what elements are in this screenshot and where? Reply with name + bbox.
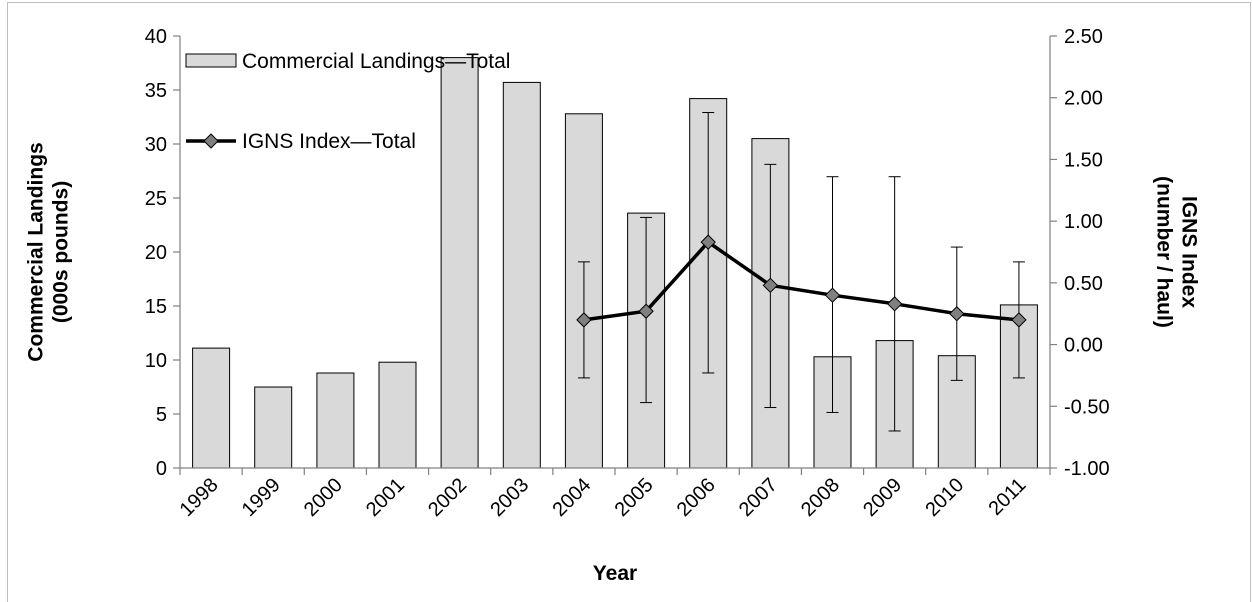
igns-marker-2009 (886, 296, 903, 312)
legend-label-landings: Commercial Landings—Total (242, 50, 510, 73)
line-layer (576, 112, 1027, 432)
igns-index-line (583, 240, 1020, 322)
axis-titles: Commercial Landings(000s pounds) IGNS Ind… (25, 142, 1201, 585)
left-tick-label-0: 0 (156, 458, 167, 480)
left-tick-label-25: 25 (145, 188, 167, 210)
left-axis-title: Commercial Landings(000s pounds) (25, 142, 73, 361)
x-tick-label-1999: 1999 (238, 474, 285, 521)
right-tick-label--1.00: -1.00 (1064, 458, 1110, 480)
bar-2002 (440, 57, 479, 469)
igns-marker-2007 (762, 277, 779, 294)
right-tick-label--0.50: -0.50 (1064, 396, 1110, 418)
left-axis-title-line-1: (000s pounds) (50, 181, 73, 323)
right-tick-label-2.00: 2.00 (1064, 88, 1103, 110)
bar-2000 (316, 372, 355, 469)
x-tick-label-2010: 2010 (921, 474, 968, 521)
igns-marker-2005 (638, 303, 654, 319)
bar-2003 (502, 81, 541, 469)
igns-marker-2004 (576, 312, 592, 328)
x-tick-label-2009: 2009 (859, 474, 906, 521)
chart-frame (7, 2, 1251, 602)
x-tick-label-2000: 2000 (300, 474, 347, 521)
x-tick-label-2006: 2006 (673, 474, 720, 521)
right-tick-label-0.50: 0.50 (1064, 273, 1103, 295)
bar-1998 (192, 347, 231, 469)
legend-swatch-landings (185, 53, 237, 68)
x-axis-title: Year (593, 562, 637, 585)
bar-2001 (378, 361, 417, 469)
x-tick-label-2001: 2001 (362, 474, 409, 521)
left-tick-label-5: 5 (156, 404, 167, 426)
x-tick-label-2005: 2005 (611, 474, 658, 521)
legend-label-igns: IGNS Index—Total (242, 130, 416, 153)
bars-layer (192, 57, 1038, 469)
legend: Commercial Landings—Total IGNS Index—Tota… (185, 50, 510, 153)
right-axis-title-line-0: IGNS Index (1178, 196, 1201, 308)
igns-marker-2011 (1011, 312, 1027, 328)
right-tick-label-1.50: 1.50 (1064, 149, 1103, 171)
right-tick-label-2.50: 2.50 (1064, 26, 1103, 48)
x-tick-label-2002: 2002 (424, 474, 471, 521)
x-tick-label-2004: 2004 (548, 474, 595, 521)
x-tick-label-2007: 2007 (735, 474, 782, 521)
right-axis-title: IGNS Index(number / haul) (1153, 176, 1201, 328)
igns-marker-2006 (700, 234, 716, 250)
left-tick-label-35: 35 (145, 80, 167, 102)
igns-marker-2010 (949, 306, 965, 322)
x-tick-label-2008: 2008 (797, 474, 844, 521)
left-tick-label-15: 15 (145, 296, 167, 318)
left-tick-label-30: 30 (145, 134, 167, 156)
igns-marker-2008 (824, 287, 841, 303)
x-tick-label-2011: 2011 (984, 474, 1030, 520)
left-tick-label-40: 40 (145, 26, 167, 48)
right-axis-title-line-1: (number / haul) (1153, 176, 1176, 328)
legend-swatch-igns-marker (203, 133, 219, 149)
x-tick-label-2003: 2003 (486, 474, 533, 521)
left-tick-label-10: 10 (145, 350, 167, 372)
right-tick-label-0.00: 0.00 (1064, 335, 1103, 357)
left-axis-title-line-0: Commercial Landings (25, 142, 48, 361)
x-tick-label-1998: 1998 (176, 474, 223, 521)
left-tick-label-20: 20 (145, 242, 167, 264)
bar-1999 (254, 386, 293, 469)
right-tick-label-1.00: 1.00 (1064, 211, 1103, 233)
